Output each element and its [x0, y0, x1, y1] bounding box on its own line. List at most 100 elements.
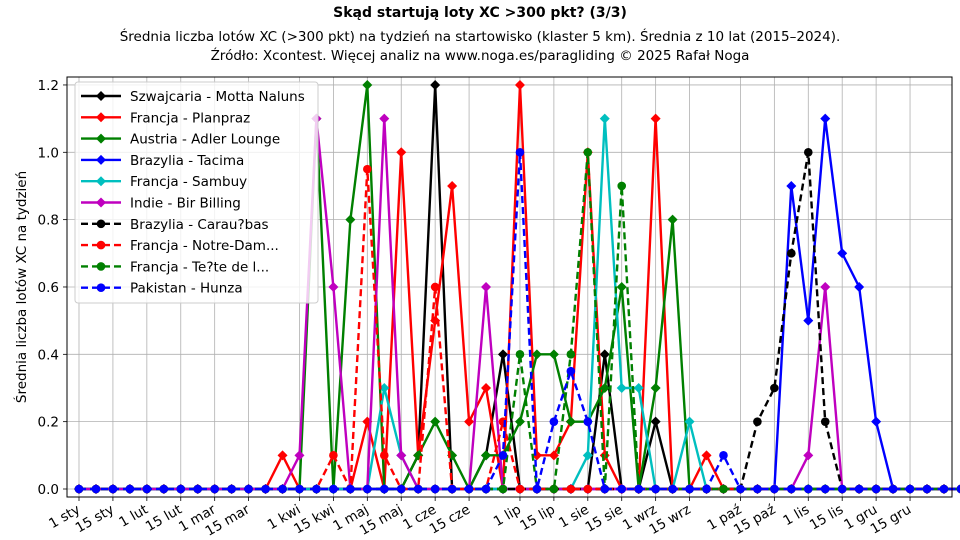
data-point [295, 484, 304, 494]
data-point [549, 484, 559, 494]
legend-entry: Francja - Sambuy [81, 174, 247, 190]
data-point [770, 484, 779, 494]
data-point [565, 416, 576, 427]
data-point [905, 484, 915, 494]
data-point [600, 484, 610, 494]
data-point [787, 249, 796, 258]
series-group [74, 79, 960, 494]
legend-box [74, 81, 319, 304]
data-point [379, 113, 390, 124]
data-point [74, 484, 84, 494]
data-point [244, 484, 253, 494]
data-point [650, 416, 661, 427]
legend-label: Francja - Sambuy [130, 174, 247, 190]
data-point [685, 484, 694, 494]
chart-subtitle-line-1: Średnia liczba lotów XC (>300 pkt) na ty… [120, 27, 841, 45]
data-point [583, 417, 593, 426]
data-point [514, 416, 525, 427]
legend-entry: Brazylia - Tacima [81, 153, 244, 169]
legend-label: Francja - Te?te de l... [130, 259, 269, 275]
data-point [142, 484, 152, 494]
legend-marker [96, 154, 106, 165]
data-point [820, 417, 830, 426]
legend-label: Francja - Planpraz [130, 110, 250, 126]
data-point [599, 450, 610, 461]
data-point [362, 79, 373, 90]
legend-marker [96, 112, 106, 123]
data-point [277, 450, 288, 461]
data-point [837, 484, 847, 494]
data-point [548, 450, 559, 461]
data-point [583, 148, 593, 157]
data-point [481, 281, 492, 292]
legend-entry: Szwajcaria - Motta Naluns [81, 89, 305, 105]
legend-marker [96, 262, 106, 271]
legend-label: Pakistan - Hunza [130, 281, 243, 297]
chart-title: Skąd startują loty XC >300 pkt? (3/3) [333, 5, 627, 21]
series-9 [74, 148, 960, 494]
y-axis: 0.0 0.2 0.4 0.6 0.8 1.0 1.2 [38, 78, 67, 498]
data-point [413, 484, 423, 494]
legend-label: Szwajcaria - Motta Naluns [130, 89, 305, 105]
data-point [599, 113, 610, 124]
legend-label: Brazylia - Carau?bas [130, 217, 269, 233]
data-point [854, 484, 864, 494]
data-point [498, 484, 508, 494]
legend-marker [96, 133, 106, 144]
legend-marker [96, 176, 106, 187]
legend-entry: Francja - Planpraz [81, 110, 250, 126]
legend-marker [96, 283, 106, 293]
x-tick-label: 15 lip [517, 502, 558, 535]
data-point [531, 349, 542, 360]
data-point [396, 484, 406, 494]
data-point [379, 382, 390, 393]
data-point [430, 484, 440, 494]
y-tick-label: 0.8 [38, 213, 59, 229]
y-tick-label: 1.2 [38, 78, 59, 94]
data-point [481, 382, 492, 393]
data-point [514, 79, 525, 90]
data-point [786, 180, 797, 191]
data-point [312, 484, 321, 494]
data-point [684, 416, 695, 427]
legend-entry: Pakistan - Hunza [81, 281, 243, 297]
data-point [871, 484, 881, 494]
legend: Szwajcaria - Motta Naluns Francja - Planp… [74, 81, 319, 304]
x-tick-label: 1 lip [491, 502, 524, 530]
legend-marker [96, 219, 106, 229]
data-point [430, 282, 440, 292]
legend-entry: Indie - Bir Billing [81, 196, 241, 212]
legend-marker [96, 91, 106, 101]
data-point [329, 484, 338, 494]
legend-entry: Francja - Te?te de l... [81, 259, 269, 275]
data-point [616, 382, 627, 393]
data-point [363, 484, 372, 494]
data-point [549, 417, 559, 426]
data-point [820, 281, 831, 292]
data-point [617, 484, 627, 494]
data-point [396, 147, 407, 158]
data-point [803, 315, 814, 326]
x-tick-label: 1 lis [781, 502, 813, 530]
data-point [346, 484, 355, 494]
data-point [379, 451, 389, 460]
data-point [702, 484, 711, 494]
data-point [108, 484, 118, 494]
data-point [888, 484, 898, 494]
data-point [515, 484, 525, 494]
legend-label: Austria - Adler Lounge [130, 132, 280, 148]
data-point [651, 484, 660, 494]
legend-label: Brazylia - Tacima [130, 153, 244, 169]
data-point [430, 79, 441, 90]
data-point [770, 383, 779, 393]
x-tick-label: 15 sie [583, 502, 626, 536]
data-point [803, 148, 813, 157]
data-point [753, 417, 762, 426]
legend-label: Indie - Bir Billing [130, 196, 241, 212]
data-point [939, 484, 949, 494]
legend-entry: Brazylia - Carau?bas [81, 217, 269, 233]
data-point [668, 484, 677, 494]
data-point [396, 450, 407, 461]
data-point [159, 484, 169, 494]
